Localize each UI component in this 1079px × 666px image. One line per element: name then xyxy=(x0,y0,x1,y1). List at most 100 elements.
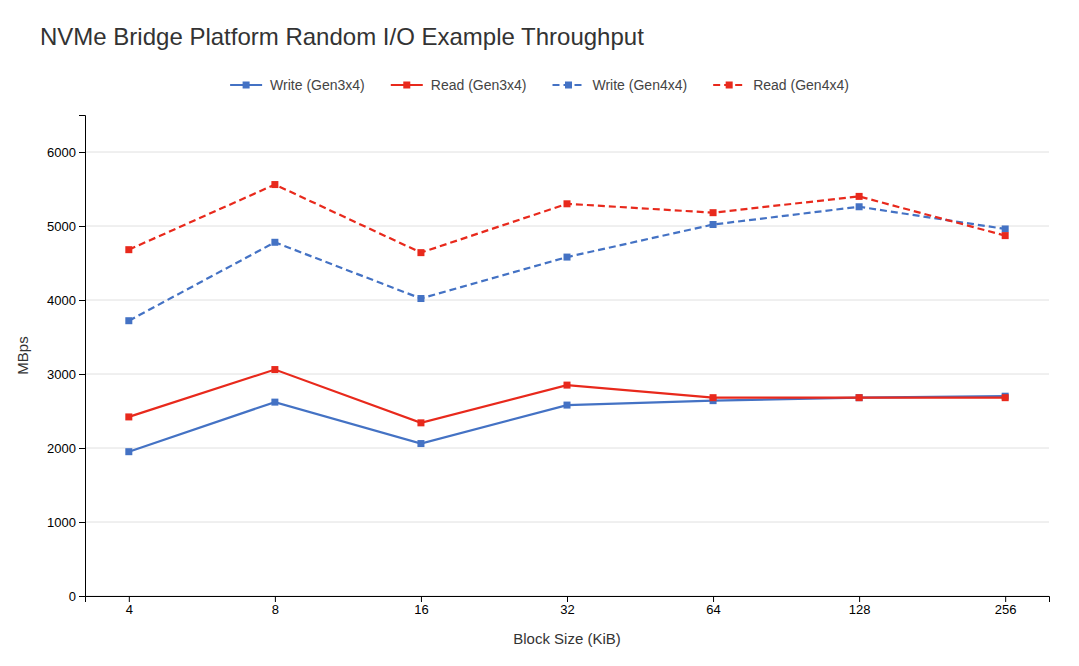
legend-label: Read (Gen3x4) xyxy=(431,77,527,93)
x-tick-label: 16 xyxy=(414,602,428,617)
series-marker xyxy=(417,249,424,256)
y-axis-label: MBps xyxy=(14,336,31,374)
legend-item: Read (Gen4x4) xyxy=(713,77,849,93)
y-tick-label: 1000 xyxy=(47,515,76,530)
series-marker xyxy=(417,419,424,426)
series-marker xyxy=(856,193,863,200)
series-marker xyxy=(1002,394,1009,401)
x-tick: 128 xyxy=(849,596,871,617)
chart-svg: 0 1000 2000 3000 4000 5000 6000 4 8 16 32 64 128 256 B… xyxy=(0,0,1079,666)
x-tick-mark xyxy=(1005,596,1006,602)
series-marker xyxy=(710,209,717,216)
x-tick-mark xyxy=(275,596,276,602)
y-tick: 1000 xyxy=(47,515,85,530)
y-tick-label: 6000 xyxy=(47,145,76,160)
y-tick-mark xyxy=(79,448,85,449)
y-tick: 3000 xyxy=(47,367,85,382)
y-tick-mark xyxy=(79,596,85,597)
legend-marker xyxy=(565,82,572,89)
y-tick-label: 2000 xyxy=(47,441,76,456)
x-tick-label: 32 xyxy=(560,602,574,617)
series xyxy=(125,203,1008,324)
x-axis: 4 8 16 32 64 128 256 xyxy=(86,596,1050,617)
series-line xyxy=(129,185,1005,253)
series-marker xyxy=(417,295,424,302)
series xyxy=(125,393,1008,456)
y-tick-mark xyxy=(79,374,85,375)
y-tick-mark xyxy=(79,226,85,227)
grid-line xyxy=(85,374,1049,375)
series-marker xyxy=(1002,225,1009,232)
legend-item: Write (Gen3x4) xyxy=(230,77,365,93)
series-marker xyxy=(271,181,278,188)
grid-line xyxy=(85,226,1049,227)
series-marker xyxy=(564,254,571,261)
legend-label: Read (Gen4x4) xyxy=(753,77,849,93)
x-tick: 256 xyxy=(995,596,1017,617)
y-tick: 6000 xyxy=(47,145,85,160)
legend-item: Read (Gen3x4) xyxy=(391,77,527,93)
series-marker xyxy=(856,394,863,401)
x-tick-mark xyxy=(421,596,422,602)
series-marker xyxy=(710,394,717,401)
chart-container: 0 1000 2000 3000 4000 5000 6000 4 8 16 32 64 128 256 B… xyxy=(0,0,1079,666)
grid-line xyxy=(85,522,1049,523)
legend: Write (Gen3x4) Read (Gen3x4) Write (Gen4x4… xyxy=(230,77,849,93)
y-tick-mark xyxy=(79,300,85,301)
legend-marker xyxy=(403,82,410,89)
y-tick-label: 5000 xyxy=(47,219,76,234)
x-axis-line xyxy=(86,597,1050,603)
series-line xyxy=(129,207,1005,321)
grid-line xyxy=(85,300,1049,301)
x-tick-mark xyxy=(129,596,130,602)
series-line xyxy=(129,396,1005,452)
y-tick: 2000 xyxy=(47,441,85,456)
series-marker xyxy=(564,382,571,389)
series-marker xyxy=(125,448,132,455)
legend-label: Write (Gen3x4) xyxy=(270,77,365,93)
series-marker xyxy=(417,440,424,447)
series-marker xyxy=(271,366,278,373)
y-axis-line xyxy=(79,116,86,597)
series-marker xyxy=(271,399,278,406)
series-marker xyxy=(125,317,132,324)
legend-marker xyxy=(726,82,733,89)
series-marker xyxy=(271,239,278,246)
series xyxy=(125,181,1008,256)
y-tick-mark xyxy=(79,152,85,153)
plot-area xyxy=(125,181,1008,455)
x-tick-label: 64 xyxy=(706,602,720,617)
series-line xyxy=(129,370,1005,423)
x-tick-mark xyxy=(859,596,860,602)
y-tick-label: 4000 xyxy=(47,293,76,308)
series-marker xyxy=(125,246,132,253)
y-tick: 5000 xyxy=(47,219,85,234)
x-tick-label: 128 xyxy=(849,602,871,617)
series-marker xyxy=(125,413,132,420)
y-tick-label: 0 xyxy=(69,589,76,604)
series-marker xyxy=(856,203,863,210)
series-marker xyxy=(856,394,863,401)
x-tick: 4 xyxy=(126,596,133,617)
x-tick-label: 256 xyxy=(995,602,1017,617)
x-tick-label: 4 xyxy=(126,602,133,617)
legend-marker xyxy=(243,82,250,89)
grid xyxy=(85,152,1049,596)
series xyxy=(125,366,1008,426)
series-marker xyxy=(564,402,571,409)
x-tick-mark xyxy=(567,596,568,602)
title: NVMe Bridge Platform Random I/O Example … xyxy=(40,23,644,50)
x-tick-label: 8 xyxy=(272,602,279,617)
x-tick-mark xyxy=(713,596,714,602)
y-tick-label: 3000 xyxy=(47,367,76,382)
x-tick: 64 xyxy=(706,596,720,617)
series-marker xyxy=(710,221,717,228)
y-tick-mark xyxy=(79,522,85,523)
series-marker xyxy=(1002,232,1009,239)
series-marker xyxy=(564,200,571,207)
x-axis-label: Block Size (KiB) xyxy=(513,630,621,647)
y-tick: 4000 xyxy=(47,293,85,308)
x-tick: 32 xyxy=(560,596,574,617)
legend-item: Write (Gen4x4) xyxy=(553,77,688,93)
y-tick: 0 xyxy=(69,589,85,604)
